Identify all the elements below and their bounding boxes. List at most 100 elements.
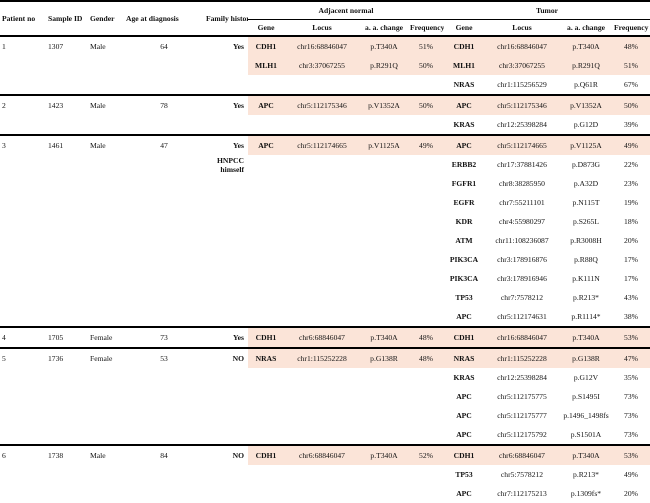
subcolumn-header: Gene <box>248 19 284 37</box>
patient-age <box>124 288 204 307</box>
patient-patient-no <box>0 269 46 288</box>
tumor-gene: APC <box>444 94 484 115</box>
tumor-frequency: 73% <box>624 411 638 420</box>
family-history <box>204 406 248 425</box>
patient-age <box>124 307 204 327</box>
tumor-gene: TP53 <box>455 470 473 479</box>
family-history <box>204 368 248 387</box>
normal-frequency: 50% <box>408 56 444 75</box>
tumor-gene: FGFR1 <box>451 179 477 188</box>
normal-frequency <box>408 406 444 425</box>
family-history <box>204 56 248 75</box>
tumor-change: p.1496_1498fs <box>563 411 609 420</box>
tumor-change: p.G12V <box>573 373 599 382</box>
tumor-gene: KRAS <box>453 120 475 129</box>
tumor-change: p.R88Q <box>574 255 598 264</box>
patient-sample-id <box>46 193 88 212</box>
patient-gender: Female <box>88 347 124 368</box>
tumor-change: p.R1114* <box>571 312 601 321</box>
patient-gender <box>88 193 124 212</box>
tumor-change: p.Q61R <box>574 80 598 89</box>
normal-change <box>360 465 408 484</box>
subcolumn-header: Gene <box>444 19 484 37</box>
family-history <box>204 250 248 269</box>
mutation-row: NRAS chr1:115256529 p.Q61R 67% <box>0 75 650 95</box>
tumor-frequency: 19% <box>624 198 638 207</box>
tumor-frequency: 47% <box>612 347 650 368</box>
family-history: Yes <box>204 35 248 56</box>
normal-locus: chr3:37067255 <box>284 56 360 75</box>
tumor-locus: chr8:38285950 <box>499 179 545 188</box>
patient-gender: Male <box>88 94 124 115</box>
family-history <box>204 174 248 193</box>
patient-sample-id <box>46 269 88 288</box>
mutation-row: 2 1423 Male 78 Yes APC chr5:112175346 p.V1352A 5… <box>0 94 650 115</box>
tumor-change: p.S265L <box>573 217 599 226</box>
patient-gender <box>88 307 124 327</box>
patient-gender <box>88 465 124 484</box>
normal-locus <box>284 406 360 425</box>
family-history <box>204 425 248 445</box>
tumor-frequency: 22% <box>624 160 638 169</box>
patient-sample-id <box>46 115 88 135</box>
tumor-gene: APC <box>456 392 472 401</box>
column-header: Age at diagnosis <box>124 0 204 37</box>
normal-change: p.T340A <box>360 444 408 465</box>
patient-gender <box>88 155 124 174</box>
normal-gene <box>248 231 284 250</box>
normal-gene: CDH1 <box>248 326 284 348</box>
tumor-gene: ATM <box>455 236 473 245</box>
family-history: Yes <box>204 134 248 155</box>
patient-patient-no <box>0 231 46 250</box>
normal-locus: chr6:68846047 <box>284 444 360 465</box>
normal-gene: MLH1 <box>248 56 284 75</box>
normal-frequency <box>408 368 444 387</box>
tumor-change: p.N115T <box>572 198 600 207</box>
normal-frequency: 50% <box>408 94 444 115</box>
tumor-locus: chr6:68846047 <box>484 444 560 465</box>
patient-age <box>124 56 204 75</box>
patient-sample-id <box>46 465 88 484</box>
normal-frequency <box>408 387 444 406</box>
patient-patient-no <box>0 368 46 387</box>
tumor-gene: MLH1 <box>444 56 484 75</box>
mutation-row: APC chr5:112174631 p.R1114* 38% <box>0 307 650 327</box>
normal-frequency <box>408 115 444 135</box>
patient-patient-no: 3 <box>0 134 46 155</box>
tumor-locus: chr5:112174665 <box>484 134 560 155</box>
family-history <box>204 484 248 503</box>
tumor-change: p.S1501A <box>570 430 602 439</box>
column-header: Patient no <box>0 0 46 37</box>
tumor-frequency: 20% <box>624 236 638 245</box>
normal-change <box>360 406 408 425</box>
family-history: Yes <box>204 326 248 348</box>
normal-frequency <box>408 307 444 327</box>
tumor-locus: chr3:178916946 <box>497 274 547 283</box>
normal-frequency <box>408 250 444 269</box>
normal-frequency <box>408 155 444 174</box>
patient-sample-id <box>46 425 88 445</box>
normal-change: p.T340A <box>360 35 408 56</box>
family-history: NO <box>204 347 248 368</box>
tumor-gene: APC <box>444 134 484 155</box>
patient-sample-id <box>46 174 88 193</box>
patient-patient-no <box>0 155 46 174</box>
patient-age <box>124 231 204 250</box>
patient-sample-id <box>46 212 88 231</box>
normal-change <box>360 387 408 406</box>
patient-age <box>124 115 204 135</box>
patient-gender <box>88 250 124 269</box>
mutation-row: 5 1736 Female 53 NO NRAS chr1:115252228 p.G138R… <box>0 347 650 368</box>
mutation-row: TP53 chr5:7578212 p.R213* 49% <box>0 465 650 484</box>
patient-gender <box>88 231 124 250</box>
normal-change <box>360 212 408 231</box>
patient-patient-no <box>0 387 46 406</box>
normal-frequency: 49% <box>408 134 444 155</box>
family-history: HNPCC himself <box>217 155 244 174</box>
tumor-change: p.R213* <box>573 470 599 479</box>
patient-age: 84 <box>124 444 204 465</box>
patient-gender <box>88 425 124 445</box>
normal-frequency <box>408 269 444 288</box>
tumor-frequency: 43% <box>624 293 638 302</box>
tumor-change: p.T340A <box>560 326 612 348</box>
